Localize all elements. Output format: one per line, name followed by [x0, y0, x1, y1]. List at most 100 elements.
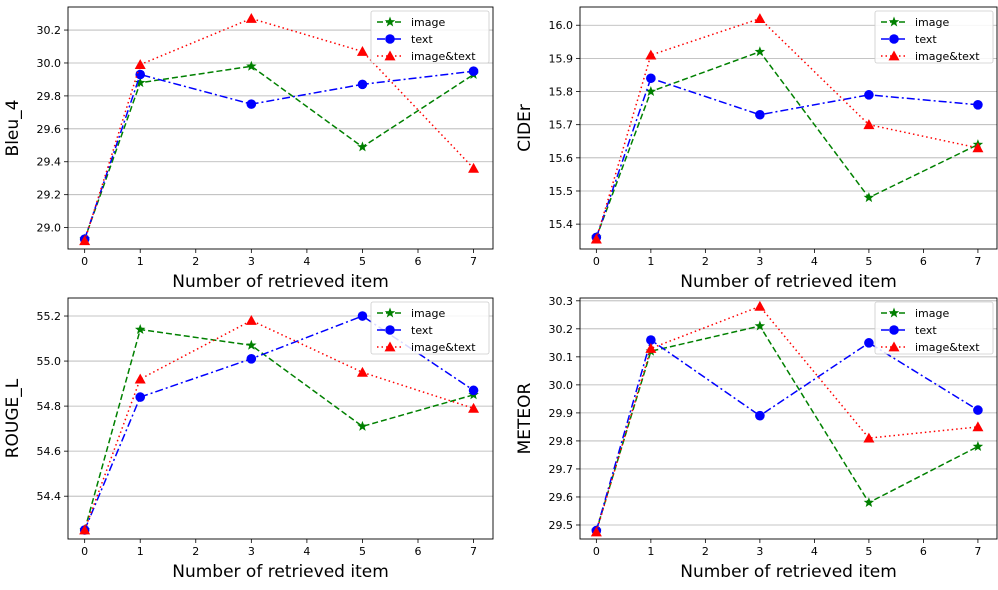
series-line: [83, 65, 474, 240]
x-tick-label: 0: [593, 545, 600, 558]
x-tick-label: 3: [756, 545, 763, 558]
x-axis-label: Number of retrieved item: [680, 272, 897, 292]
x-tick-label: 1: [647, 255, 654, 268]
x-tick-label: 1: [647, 545, 654, 558]
legend-label: image&text: [411, 341, 476, 354]
data-point: [754, 46, 766, 57]
legend: image text image&text: [874, 10, 994, 64]
x-tick-label: 7: [974, 255, 981, 268]
x-axis-label: Number of retrieved item: [172, 562, 389, 582]
y-tick-label: 30.0: [549, 379, 574, 392]
x-tick-label: 7: [974, 545, 981, 558]
y-tick-label: 16.0: [549, 19, 574, 32]
x-tick-label: 4: [811, 545, 818, 558]
y-tick-label: 29.5: [549, 519, 574, 532]
data-point: [590, 233, 602, 244]
legend-label: image&text: [411, 50, 476, 63]
y-tick-label: 30.2: [549, 323, 574, 336]
y-tick-label: 29.9: [549, 407, 574, 420]
axes-frame: [579, 6, 998, 250]
x-tick-label: 2: [702, 545, 709, 558]
y-tick-label: 30.2: [37, 24, 62, 37]
x-tick-label: 2: [702, 255, 709, 268]
x-tick-label: 1: [137, 545, 144, 558]
x-tick-label: 1: [137, 255, 144, 268]
x-axis-label: Number of retrieved item: [680, 562, 897, 582]
y-tick-label: 15.4: [549, 218, 574, 231]
series-image&text: [79, 13, 480, 246]
data-point: [645, 49, 657, 60]
axes-frame: [579, 297, 998, 540]
data-point: [973, 99, 983, 110]
data-point: [79, 235, 91, 246]
legend-label: text: [915, 324, 937, 337]
legend-label: image&text: [915, 50, 980, 63]
data-point: [754, 320, 766, 331]
data-point: [134, 324, 146, 334]
legend-label: image&text: [915, 341, 980, 354]
y-tick-label: 15.7: [549, 119, 574, 132]
legend-marker: [384, 341, 396, 352]
legend-marker: [888, 16, 900, 27]
y-tick-label: 54.8: [37, 400, 62, 413]
x-tick-label: 4: [303, 545, 310, 558]
legend-marker: [385, 325, 395, 335]
data-point: [590, 526, 602, 537]
y-tick-label: 15.8: [549, 86, 574, 99]
data-point: [972, 441, 984, 451]
y-tick-label: 55.2: [37, 310, 62, 323]
data-point: [79, 524, 91, 535]
x-tick-label: 3: [248, 255, 255, 268]
x-tick-label: 0: [81, 255, 88, 268]
y-tick-label: 54.4: [37, 490, 62, 503]
data-point: [646, 335, 656, 345]
legend-label: image: [411, 16, 445, 29]
data-point: [135, 392, 146, 402]
y-tick-label: 55.0: [37, 355, 62, 368]
x-tick-label: 5: [865, 255, 872, 268]
data-point: [754, 13, 766, 24]
data-point: [646, 73, 656, 84]
y-axis-label: Bleu_4: [3, 100, 23, 157]
y-axis-label: CIDEr: [515, 104, 535, 152]
x-tick-label: 4: [303, 255, 310, 268]
x-axis-label: Number of retrieved item: [172, 272, 389, 292]
x-tick-label: 3: [248, 545, 255, 558]
x-tick-label: 3: [756, 255, 763, 268]
y-axis-label: ROUGE_L: [3, 378, 23, 458]
data-point: [863, 432, 875, 443]
data-point: [468, 162, 480, 173]
y-tick-label: 15.5: [549, 185, 574, 198]
data-point: [246, 99, 257, 109]
legend-label: text: [411, 33, 433, 46]
legend: image text image&text: [874, 301, 994, 355]
x-tick-label: 2: [192, 255, 199, 268]
legend-marker: [888, 341, 900, 352]
data-point: [134, 373, 146, 384]
data-point: [357, 79, 368, 90]
data-point: [863, 192, 875, 203]
legend-marker: [889, 34, 899, 44]
y-tick-label: 15.6: [549, 152, 574, 165]
data-point: [356, 45, 368, 56]
series-image&text: [590, 300, 984, 537]
data-point: [246, 60, 257, 71]
data-point: [357, 141, 368, 152]
y-tick-label: 30.0: [37, 57, 62, 70]
x-tick-label: 7: [470, 545, 477, 558]
x-tick-label: 7: [470, 255, 477, 268]
x-tick-label: 6: [920, 255, 927, 268]
x-tick-label: 0: [593, 255, 600, 268]
series-image&text: [79, 315, 480, 535]
legend-marker: [889, 325, 899, 335]
data-point: [864, 338, 874, 348]
data-point: [246, 339, 257, 350]
y-tick-label: 29.7: [549, 463, 574, 476]
y-tick-label: 29.6: [549, 491, 574, 504]
x-tick-label: 5: [359, 255, 366, 268]
subplot-4: 29.5 29.6 29.7 29.8 29.9 30.0 30.1 30.2 30.3 0 1 2 3…: [515, 295, 998, 582]
data-point: [972, 421, 984, 432]
x-tick-label: 2: [192, 545, 199, 558]
subplot-1: 29.0 29.2 29.4 29.6 29.8 30.0 30.2 0 1 2 3 4 5 6 7 Numb…: [3, 6, 494, 292]
axes-frame: [67, 297, 494, 540]
